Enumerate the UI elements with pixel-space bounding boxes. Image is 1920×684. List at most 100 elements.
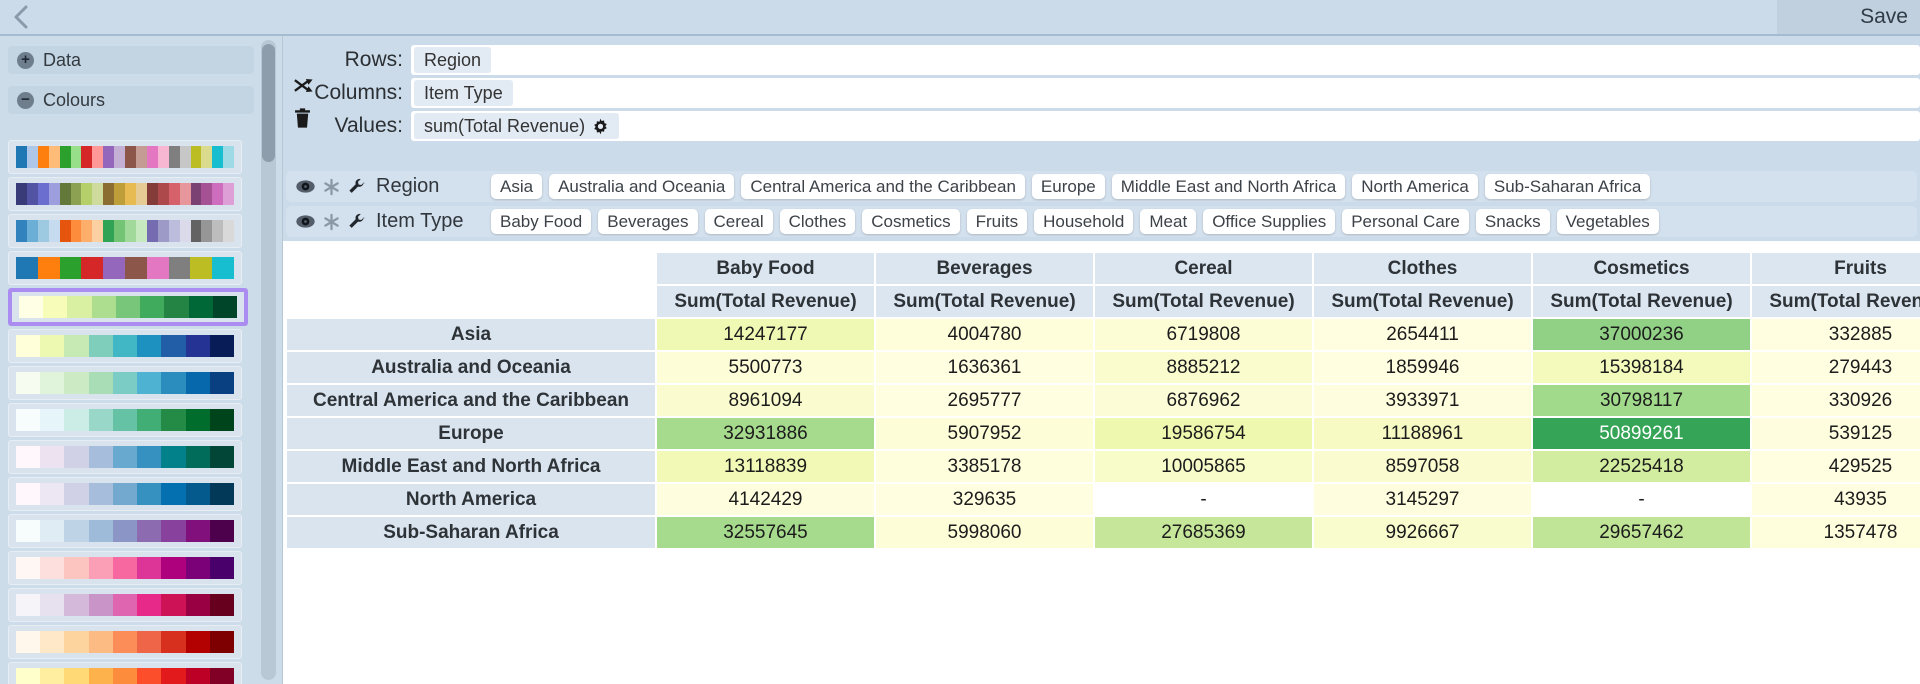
cell-middle-east-and-north-africa-beverages[interactable]: 3385178 <box>876 451 1093 482</box>
palette-bugn[interactable] <box>8 403 242 437</box>
palette-tab20b[interactable] <box>8 177 242 211</box>
palette-tab20c[interactable] <box>8 214 242 248</box>
filter-chip-australia-and-oceania[interactable]: Australia and Oceania <box>549 174 735 199</box>
values-field[interactable]: sum(Total Revenue) <box>411 111 1920 141</box>
cell-middle-east-and-north-africa-baby-food[interactable]: 13118839 <box>657 451 874 482</box>
column-header-baby-food[interactable]: Baby Food <box>657 253 874 284</box>
row-header-central-america-and-the-caribbean[interactable]: Central America and the Caribbean <box>287 385 655 416</box>
cell-middle-east-and-north-africa-clothes[interactable]: 8597058 <box>1314 451 1531 482</box>
palette-purd[interactable] <box>8 588 242 622</box>
cell-central-america-and-the-caribbean-baby-food[interactable]: 8961094 <box>657 385 874 416</box>
cell-europe-baby-food[interactable]: 32931886 <box>657 418 874 449</box>
cell-australia-and-oceania-beverages[interactable]: 1636361 <box>876 352 1093 383</box>
palette-pubu[interactable] <box>8 477 242 511</box>
filter-chip-middle-east-and-north-africa[interactable]: Middle East and North Africa <box>1111 174 1346 199</box>
palette-bupu[interactable] <box>8 514 242 548</box>
cell-central-america-and-the-caribbean-cereal[interactable]: 6876962 <box>1095 385 1312 416</box>
filter-chip-north-america[interactable]: North America <box>1352 174 1478 199</box>
cell-asia-beverages[interactable]: 4004780 <box>876 319 1093 350</box>
row-header-europe[interactable]: Europe <box>287 418 655 449</box>
filter-chip-fruits[interactable]: Fruits <box>966 209 1028 234</box>
palette-pubugn[interactable] <box>8 440 242 474</box>
palette-tab20[interactable] <box>8 140 242 174</box>
wildcard-asterisk-icon[interactable] <box>323 213 340 231</box>
cell-europe-fruits[interactable]: 539125 <box>1752 418 1920 449</box>
palette-orrd[interactable] <box>8 625 242 659</box>
cell-europe-beverages[interactable]: 5907952 <box>876 418 1093 449</box>
sidebar-scrollbar-thumb[interactable] <box>262 44 275 162</box>
filter-chip-snacks[interactable]: Snacks <box>1475 209 1550 234</box>
row-header-middle-east-and-north-africa[interactable]: Middle East and North Africa <box>287 451 655 482</box>
visibility-eye-icon[interactable] <box>295 214 316 229</box>
gear-icon[interactable] <box>592 118 609 135</box>
filter-chip-sub-saharan-africa[interactable]: Sub-Saharan Africa <box>1484 174 1651 199</box>
filter-chip-asia[interactable]: Asia <box>491 174 543 199</box>
delete-field-button[interactable] <box>292 106 313 135</box>
cell-asia-baby-food[interactable]: 14247177 <box>657 319 874 350</box>
palette-rdpu[interactable] <box>8 551 242 585</box>
palette-tab10[interactable] <box>8 251 242 285</box>
wildcard-asterisk-icon[interactable] <box>323 178 340 196</box>
cell-sub-saharan-africa-beverages[interactable]: 5998060 <box>876 517 1093 548</box>
cell-asia-cereal[interactable]: 6719808 <box>1095 319 1312 350</box>
cell-central-america-and-the-caribbean-clothes[interactable]: 3933971 <box>1314 385 1531 416</box>
columns-field-chip[interactable]: Item Type <box>414 80 513 106</box>
cell-australia-and-oceania-baby-food[interactable]: 5500773 <box>657 352 874 383</box>
cell-australia-and-oceania-cosmetics[interactable]: 15398184 <box>1533 352 1750 383</box>
measure-header-cereal[interactable]: Sum(Total Revenue) <box>1095 286 1312 317</box>
row-header-asia[interactable]: Asia <box>287 319 655 350</box>
filter-chip-central-america-and-the-caribbean[interactable]: Central America and the Caribbean <box>741 174 1025 199</box>
filter-chip-cosmetics[interactable]: Cosmetics <box>862 209 960 234</box>
measure-header-cosmetics[interactable]: Sum(Total Revenue) <box>1533 286 1750 317</box>
cell-asia-clothes[interactable]: 2654411 <box>1314 319 1531 350</box>
cell-australia-and-oceania-cereal[interactable]: 8885212 <box>1095 352 1312 383</box>
cell-central-america-and-the-caribbean-fruits[interactable]: 330926 <box>1752 385 1920 416</box>
cell-central-america-and-the-caribbean-beverages[interactable]: 2695777 <box>876 385 1093 416</box>
column-header-cereal[interactable]: Cereal <box>1095 253 1312 284</box>
filter-chip-office-supplies[interactable]: Office Supplies <box>1203 209 1336 234</box>
sidebar-scrollbar-track[interactable] <box>261 40 276 680</box>
column-header-cosmetics[interactable]: Cosmetics <box>1533 253 1750 284</box>
values-field-chip[interactable]: sum(Total Revenue) <box>414 113 620 139</box>
visibility-eye-icon[interactable] <box>295 179 316 194</box>
cell-asia-fruits[interactable]: 332885 <box>1752 319 1920 350</box>
row-header-sub-saharan-africa[interactable]: Sub-Saharan Africa <box>287 517 655 548</box>
cell-asia-cosmetics[interactable]: 37000236 <box>1533 319 1750 350</box>
filter-chip-personal-care[interactable]: Personal Care <box>1342 209 1469 234</box>
column-header-clothes[interactable]: Clothes <box>1314 253 1531 284</box>
measure-header-fruits[interactable]: Sum(Total Revenue) <box>1752 286 1920 317</box>
measure-header-baby-food[interactable]: Sum(Total Revenue) <box>657 286 874 317</box>
palette-gnbu[interactable] <box>8 366 242 400</box>
collapse-icon[interactable]: − <box>17 91 34 109</box>
cell-middle-east-and-north-africa-fruits[interactable]: 429525 <box>1752 451 1920 482</box>
measure-header-beverages[interactable]: Sum(Total Revenue) <box>876 286 1093 317</box>
cell-north-america-fruits[interactable]: 43935 <box>1752 484 1920 515</box>
cell-sub-saharan-africa-baby-food[interactable]: 32557645 <box>657 517 874 548</box>
cell-sub-saharan-africa-fruits[interactable]: 1357478 <box>1752 517 1920 548</box>
filter-chip-cereal[interactable]: Cereal <box>704 209 773 234</box>
back-button[interactable] <box>12 4 30 30</box>
cell-middle-east-and-north-africa-cosmetics[interactable]: 22525418 <box>1533 451 1750 482</box>
swap-rows-columns-button[interactable] <box>292 74 315 102</box>
rows-field[interactable]: Region <box>411 45 1920 75</box>
filter-chip-vegetables[interactable]: Vegetables <box>1556 209 1659 234</box>
cell-europe-cereal[interactable]: 19586754 <box>1095 418 1312 449</box>
expand-icon[interactable]: + <box>17 51 34 69</box>
cell-middle-east-and-north-africa-cereal[interactable]: 10005865 <box>1095 451 1312 482</box>
palette-ylgnbu[interactable] <box>8 329 242 363</box>
cell-north-america-beverages[interactable]: 329635 <box>876 484 1093 515</box>
filter-chip-baby-food[interactable]: Baby Food <box>491 209 592 234</box>
cell-north-america-cosmetics[interactable]: - <box>1533 484 1750 515</box>
cell-north-america-baby-food[interactable]: 4142429 <box>657 484 874 515</box>
palette-ylgn[interactable] <box>8 288 248 326</box>
cell-north-america-cereal[interactable]: - <box>1095 484 1312 515</box>
cell-australia-and-oceania-clothes[interactable]: 1859946 <box>1314 352 1531 383</box>
column-header-fruits[interactable]: Fruits <box>1752 253 1920 284</box>
cell-central-america-and-the-caribbean-cosmetics[interactable]: 30798117 <box>1533 385 1750 416</box>
measure-header-clothes[interactable]: Sum(Total Revenue) <box>1314 286 1531 317</box>
sidebar-section-colours[interactable]: − Colours <box>8 86 254 114</box>
palette-ylorrd[interactable] <box>8 662 242 684</box>
cell-europe-clothes[interactable]: 11188961 <box>1314 418 1531 449</box>
column-header-beverages[interactable]: Beverages <box>876 253 1093 284</box>
cell-sub-saharan-africa-cosmetics[interactable]: 29657462 <box>1533 517 1750 548</box>
